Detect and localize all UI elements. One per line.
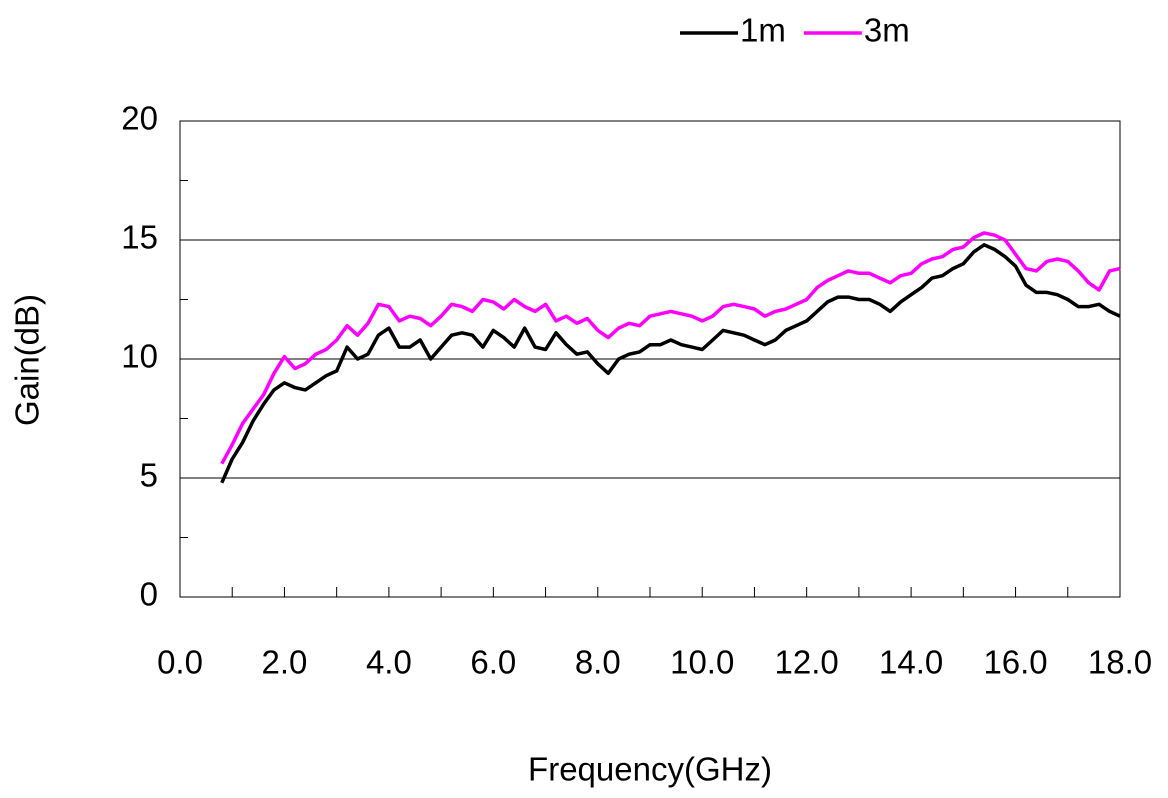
y-tick-label: 10 (121, 338, 158, 375)
x-tick-label: 10.0 (670, 644, 734, 681)
x-tick-label: 2.0 (262, 644, 308, 681)
legend-label: 1m (740, 12, 786, 49)
y-tick-label: 5 (140, 457, 158, 494)
x-axis-label: Frequency(GHz) (528, 751, 772, 788)
x-tick-label: 12.0 (775, 644, 839, 681)
x-tick-label: 14.0 (879, 644, 943, 681)
x-tick-label: 0.0 (157, 644, 203, 681)
x-tick-label: 18.0 (1088, 644, 1152, 681)
x-tick-label: 8.0 (575, 644, 621, 681)
y-tick-label: 0 (140, 576, 158, 613)
y-tick-label: 20 (121, 100, 158, 137)
legend-label: 3m (864, 12, 910, 49)
series-line (220, 231, 1121, 465)
x-tick-label: 16.0 (983, 644, 1047, 681)
y-tick-label: 15 (121, 219, 158, 256)
y-axis-label: Gain(dB) (9, 294, 46, 426)
series-line (220, 243, 1121, 484)
x-tick-label: 6.0 (470, 644, 516, 681)
x-tick-label: 4.0 (366, 644, 412, 681)
